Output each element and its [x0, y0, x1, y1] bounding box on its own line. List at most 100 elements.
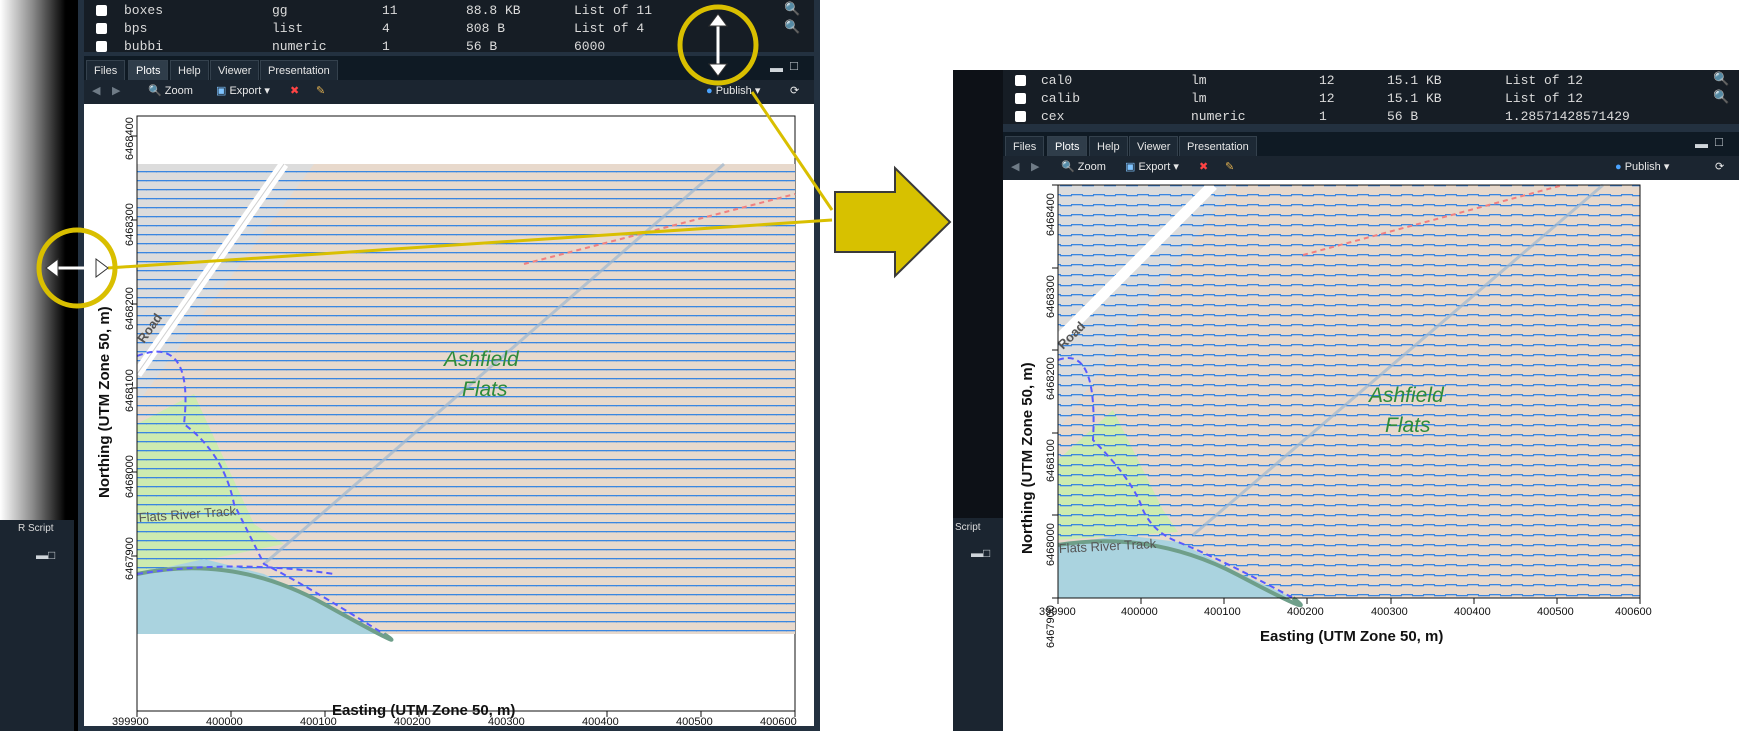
env-row[interactable]: calib lm 12 15.1 KB List of 12 🔍: [1003, 90, 1739, 108]
minimize-icon[interactable]: ▬: [1695, 136, 1708, 151]
zoom-button[interactable]: 🔍 Zoom: [1061, 161, 1106, 173]
maximize-icon[interactable]: ▬□: [36, 548, 56, 562]
track-label: Flats River Track: [138, 503, 237, 525]
tab-help[interactable]: Help: [170, 60, 209, 80]
y-tick-label: 6468300: [124, 203, 136, 246]
maximize-icon[interactable]: □: [790, 58, 798, 73]
y-tick-label: 6468100: [124, 369, 136, 412]
x-tick-label: 400200: [394, 716, 431, 728]
tab-files[interactable]: Files: [86, 60, 126, 80]
y-axis-label: Northing (UTM Zone 50, m): [1019, 362, 1036, 554]
refresh-icon[interactable]: ⟳: [1715, 161, 1725, 173]
minimize-icon[interactable]: ▬: [770, 60, 783, 75]
forward-arrow-icon[interactable]: ▶: [1031, 161, 1040, 173]
tab-plots[interactable]: Plots: [128, 60, 169, 80]
x-tick-label: 400300: [1371, 606, 1408, 618]
x-axis-label: Easting (UTM Zone 50, m): [332, 702, 516, 719]
env-type: numeric: [272, 39, 327, 52]
zoom-icon: 🔍: [1061, 161, 1075, 173]
env-row[interactable]: boxes gg 11 88.8 KB List of 11 🔍: [84, 2, 814, 20]
maximize-icon[interactable]: □: [1715, 134, 1723, 149]
export-button[interactable]: ▣ Export ▾: [216, 85, 270, 97]
env-length: 12: [1319, 73, 1335, 88]
publish-button[interactable]: ● Publish ▾: [1615, 161, 1670, 173]
track-label: Flats River Track: [1058, 536, 1157, 556]
env-type: gg: [272, 3, 288, 18]
broom-icon[interactable]: ✎: [1225, 161, 1235, 173]
env-name: cal0: [1041, 73, 1073, 88]
y-tick-label: 6467900: [124, 537, 136, 580]
pane-tabbar: Files Plots Help Viewer Presentation ▬ □: [84, 56, 814, 80]
plot-viewer: Road Ashfield Flats Flats River Track: [84, 104, 814, 728]
env-type: list: [272, 21, 304, 36]
export-button[interactable]: ▣ Export ▾: [1125, 161, 1179, 173]
env-name: calib: [1041, 91, 1081, 106]
y-axis-label: Northing (UTM Zone 50, m): [96, 306, 113, 498]
x-tick-label: 400400: [582, 716, 619, 728]
env-name: cex: [1041, 109, 1065, 124]
publish-button[interactable]: ● Publish ▾: [706, 85, 761, 97]
magnify-icon[interactable]: 🔍: [784, 2, 801, 17]
x-tick-label: 400400: [1454, 606, 1491, 618]
x-tick-label: 400600: [760, 716, 797, 728]
env-row-checkbox[interactable]: [1015, 111, 1026, 122]
env-length: 1: [1319, 109, 1327, 124]
env-length: 12: [1319, 91, 1335, 106]
env-row-checkbox[interactable]: [96, 23, 107, 34]
env-length: 4: [382, 21, 390, 36]
back-arrow-icon[interactable]: ◀: [1011, 161, 1020, 173]
env-size: 15.1 KB: [1387, 73, 1442, 88]
env-row-checkbox[interactable]: [1015, 75, 1026, 86]
basemap: Road Ashfield Flats Flats River Track: [132, 161, 796, 642]
right-screenshot: cal0 lm 12 15.1 KB List of 12 🔍 calib lm…: [953, 70, 1739, 731]
env-value: 6000: [574, 39, 606, 52]
env-row[interactable]: bubbi numeric 1 56 B 6000: [84, 38, 814, 52]
zoom-button[interactable]: 🔍 Zoom: [148, 85, 193, 97]
x-axis: [1057, 598, 1641, 604]
env-length: 11: [382, 3, 398, 18]
refresh-icon[interactable]: ⟳: [790, 85, 800, 97]
y-axis: [1052, 184, 1058, 599]
tab-help[interactable]: Help: [1089, 136, 1128, 156]
plot-viewer: Road Ashfield Flats Flats River Track 39…: [1003, 180, 1739, 731]
env-row-checkbox[interactable]: [96, 5, 107, 16]
export-icon: ▣: [1125, 161, 1136, 173]
tab-viewer[interactable]: Viewer: [1129, 136, 1179, 156]
publish-icon: ●: [706, 85, 713, 97]
env-name: bubbi: [124, 39, 164, 52]
broom-icon[interactable]: ✎: [316, 85, 326, 97]
env-size: 56 B: [466, 39, 498, 52]
pane-tabbar: Files Plots Help Viewer Presentation ▬ □: [1003, 132, 1739, 156]
maximize-icon[interactable]: ▬□: [971, 546, 991, 560]
tab-files[interactable]: Files: [1005, 136, 1045, 156]
place-label-line2: Flats: [462, 378, 508, 401]
remove-plot-icon[interactable]: ✖: [290, 85, 300, 97]
magnify-icon[interactable]: 🔍: [1713, 90, 1730, 105]
tab-viewer[interactable]: Viewer: [210, 60, 260, 80]
forward-arrow-icon[interactable]: ▶: [112, 85, 121, 97]
back-arrow-icon[interactable]: ◀: [92, 85, 101, 97]
env-row-checkbox[interactable]: [96, 41, 107, 52]
tab-presentation[interactable]: Presentation: [260, 60, 338, 80]
left-screenshot: boxes gg 11 88.8 KB List of 11 🔍 bps lis…: [0, 0, 820, 731]
export-icon: ▣: [216, 85, 227, 97]
env-row[interactable]: cal0 lm 12 15.1 KB List of 12 🔍: [1003, 72, 1739, 90]
env-size: 88.8 KB: [466, 3, 521, 18]
env-name: bps: [124, 21, 148, 36]
tab-presentation[interactable]: Presentation: [1179, 136, 1257, 156]
env-name: boxes: [124, 3, 164, 18]
env-type: lm: [1191, 91, 1207, 106]
remove-plot-icon[interactable]: ✖: [1199, 161, 1209, 173]
env-row-checkbox[interactable]: [1015, 93, 1026, 104]
magnify-icon[interactable]: 🔍: [784, 20, 801, 35]
y-tick-label: 6467900: [1045, 605, 1057, 648]
tab-plots[interactable]: Plots: [1047, 136, 1088, 156]
env-row[interactable]: bps list 4 808 B List of 4 🔍: [84, 20, 814, 38]
script-type-label[interactable]: Script: [955, 522, 981, 533]
x-tick-label: 400600: [1615, 606, 1652, 618]
env-value: List of 11: [574, 3, 653, 18]
env-row[interactable]: cex numeric 1 56 B 1.28571428571429: [1003, 108, 1739, 124]
script-type-label[interactable]: R Script: [18, 523, 54, 534]
magnify-icon[interactable]: 🔍: [1713, 72, 1730, 87]
basemap: Road Ashfield Flats Flats River Track: [1054, 181, 1640, 608]
